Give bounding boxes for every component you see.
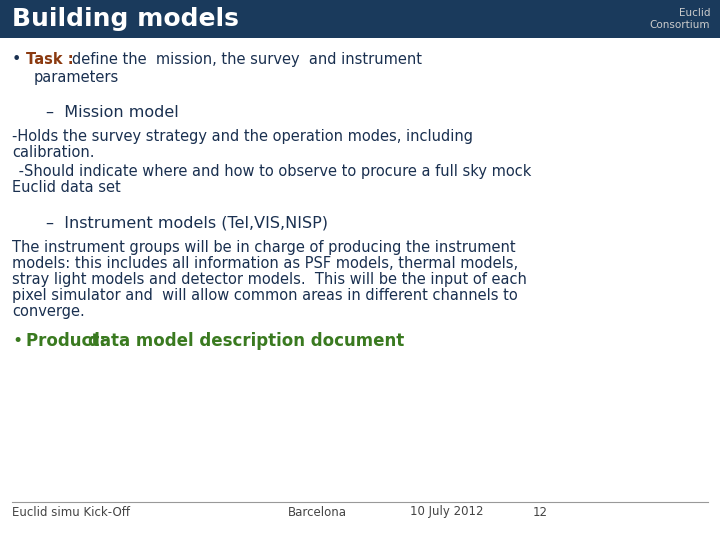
Text: Euclid simu Kick-Off: Euclid simu Kick-Off [12,505,130,518]
Text: -Should indicate where and how to observe to procure a full sky mock: -Should indicate where and how to observ… [14,164,531,179]
Text: –  Mission model: – Mission model [46,105,179,120]
Text: data model description document: data model description document [88,333,404,350]
Text: calibration.: calibration. [12,145,94,160]
Text: stray light models and detector models.  This will be the input of each: stray light models and detector models. … [12,272,527,287]
Text: Euclid
Consortium: Euclid Consortium [649,8,710,30]
Text: Task :: Task : [26,52,78,67]
Bar [0,0,720,38]
Text: 10 July 2012: 10 July 2012 [410,505,484,518]
Text: define the  mission, the survey  and instrument: define the mission, the survey and instr… [72,52,422,67]
Text: parameters: parameters [34,70,120,85]
Text: –  Instrument models (Tel,VIS,NISP): – Instrument models (Tel,VIS,NISP) [46,215,328,231]
Text: pixel simulator and  will allow common areas in different channels to: pixel simulator and will allow common ar… [12,288,518,302]
Text: -Holds the survey strategy and the operation modes, including: -Holds the survey strategy and the opera… [12,129,473,144]
Text: •: • [12,52,22,67]
Text: Product:: Product: [26,333,112,350]
Text: models: this includes all information as PSF models, thermal models,: models: this includes all information as… [12,255,518,271]
Text: Barcelona: Barcelona [288,505,347,518]
Text: The instrument groups will be in charge of producing the instrument: The instrument groups will be in charge … [12,240,516,254]
Text: •: • [12,333,22,350]
Text: 12: 12 [533,505,548,518]
Text: converge.: converge. [12,303,85,319]
Text: Building models: Building models [12,7,239,31]
Text: Euclid data set: Euclid data set [12,180,121,195]
